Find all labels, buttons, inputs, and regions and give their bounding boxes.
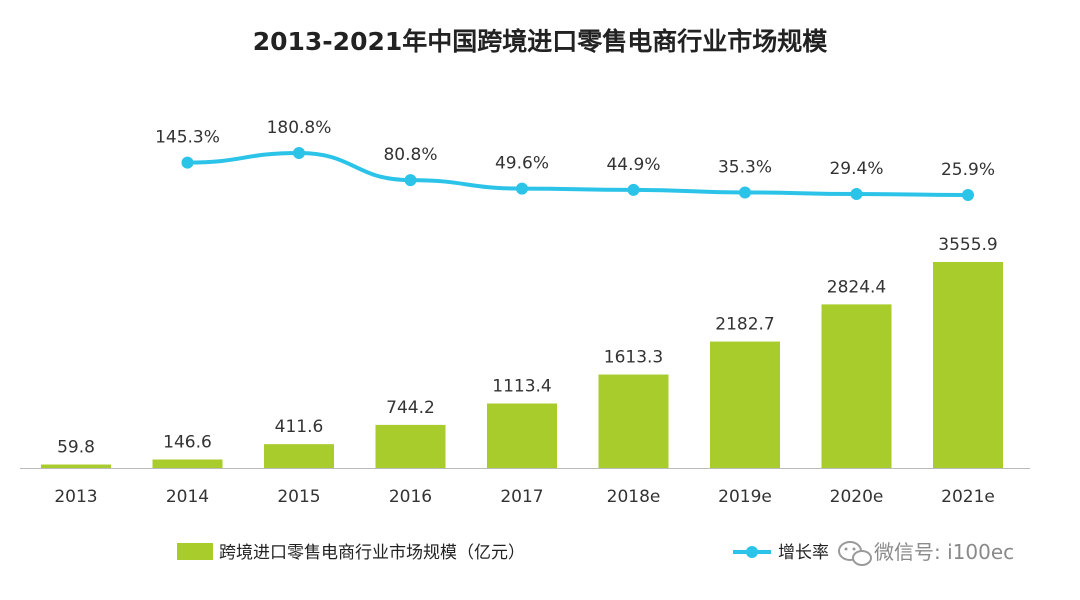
bar-2014: [152, 459, 223, 468]
growth-point-2016: [404, 174, 417, 187]
wechat-icon: [838, 541, 872, 566]
x-tick-label-2015: 2015: [277, 487, 320, 507]
x-tick-label-2017: 2017: [500, 487, 543, 507]
x-tick-label-2013: 2013: [54, 487, 97, 507]
growth-label-2015: 180.8%: [267, 118, 332, 138]
x-tick-label-2019e: 2019e: [718, 487, 772, 507]
legend-bar-label: 跨境进口零售电商行业市场规模（亿元）: [219, 543, 525, 563]
legend-bar-swatch: [177, 543, 213, 560]
legend-line-marker: [746, 546, 758, 558]
bar-2019e: [710, 341, 780, 468]
growth-point-2014: [181, 156, 194, 169]
bar-2020e: [821, 304, 892, 468]
bar-2018e: [598, 374, 669, 468]
growth-label-2018e: 44.9%: [606, 155, 660, 175]
growth-point-2018e: [627, 183, 640, 196]
growth-point-2021e: [962, 189, 974, 201]
bar-2015: [264, 444, 334, 468]
bar-2013: [41, 464, 111, 468]
bar-value-label-2020e: 2824.4: [827, 277, 886, 297]
growth-point-2017: [516, 182, 528, 195]
bar-value-label-2017: 1113.4: [492, 376, 551, 396]
growth-label-2017: 49.6%: [495, 154, 549, 174]
growth-point-2019e: [739, 186, 751, 199]
x-tick-label-2014: 2014: [166, 487, 209, 507]
watermark: 微信号: i100ec: [838, 540, 1014, 566]
growth-label-2020e: 29.4%: [829, 159, 883, 179]
growth-label-2019e: 35.3%: [718, 157, 772, 177]
bar-value-label-2015: 411.6: [275, 417, 324, 437]
watermark-text: 微信号: i100ec: [874, 540, 1014, 564]
chart-title: 2013-2021年中国跨境进口零售电商行业市场规模: [253, 27, 829, 56]
legend: 跨境进口零售电商行业市场规模（亿元） 增长率: [177, 543, 829, 563]
bar-value-label-2014: 146.6: [163, 433, 212, 453]
bar-value-label-2018e: 1613.3: [604, 348, 663, 368]
bar-value-label-2016: 744.2: [386, 398, 435, 418]
bar-2021e: [933, 262, 1003, 468]
bar-value-label-2013: 59.8: [57, 438, 95, 458]
bar-value-label-2021e: 3555.9: [938, 235, 997, 255]
x-tick-label-2020e: 2020e: [830, 487, 884, 507]
x-axis-ticks: 2013 2014 2015 2016 2017 2018e 2019e 2020e 2021e: [54, 487, 995, 507]
growth-label-2021e: 25.9%: [941, 160, 995, 180]
growth-label-2016: 80.8%: [383, 145, 437, 165]
bar-value-label-2019e: 2182.7: [715, 315, 774, 335]
growth-point-2015: [293, 147, 305, 159]
x-tick-label-2018e: 2018e: [607, 487, 661, 507]
growth-line: [187, 150, 969, 197]
bar-series: 59.8 146.6 411.6 744.2 1113.4 1613.3 2182.7 282…: [41, 235, 1003, 468]
growth-point-2020e: [850, 188, 863, 201]
bar-2016: [375, 424, 446, 468]
growth-label-2014: 145.3%: [155, 128, 220, 148]
bar-2017: [487, 403, 557, 468]
x-tick-label-2021e: 2021e: [941, 487, 995, 507]
legend-line-label: 增长率: [778, 543, 829, 563]
x-tick-label-2016: 2016: [389, 487, 432, 507]
growth-line-series: 145.3% 180.8% 80.8% 49.6% 44.9% 35.3% 29.4% 25.…: [155, 118, 995, 201]
